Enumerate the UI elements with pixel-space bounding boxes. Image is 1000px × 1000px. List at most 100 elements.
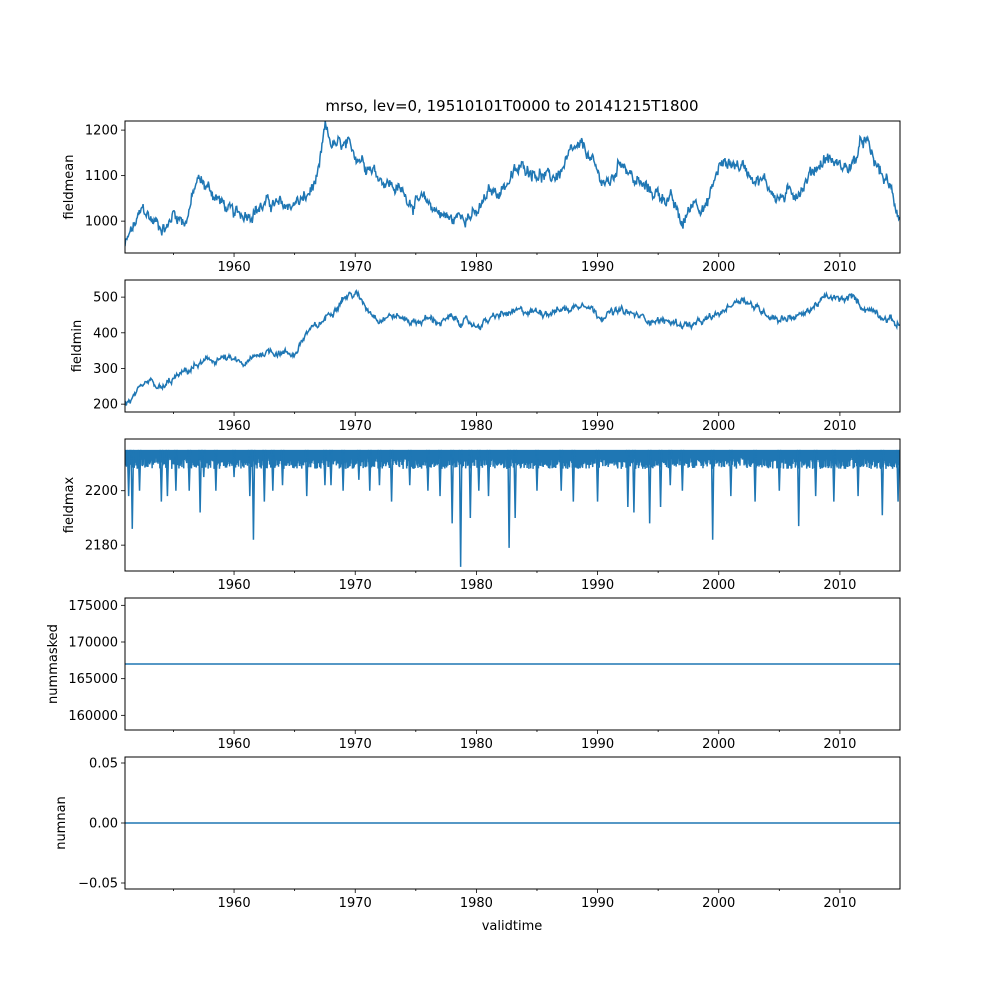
dip-spike <box>270 449 275 491</box>
dip-spike <box>753 449 758 502</box>
dip-spike <box>251 449 256 540</box>
x-tick-label: 1990 <box>581 419 614 434</box>
x-tick-label: 1970 <box>339 578 372 593</box>
dip-spike <box>831 449 836 502</box>
dip-spike <box>198 449 203 513</box>
dip-spike <box>187 449 192 491</box>
y-tick-label: 2180 <box>85 539 118 554</box>
subplot-fieldmin: 1960 1970 1980 1990 2000 2010 200 300 400 500 fiel… <box>70 279 901 434</box>
subplot-nummasked: 1960 1970 1980 1990 2000 2010 160000 165000 1700… <box>46 597 901 752</box>
subplot-fieldmax: 1960 1970 1980 1990 2000 2010 2180 2200 fieldmax <box>62 438 901 593</box>
x-tick-label: 2000 <box>702 419 735 434</box>
series-line-fieldmin <box>125 288 900 406</box>
dip-spike <box>680 449 685 491</box>
dip-spike <box>710 449 715 540</box>
axes-frame <box>124 597 901 731</box>
dip-spike <box>625 449 630 508</box>
dip-spike <box>262 449 267 502</box>
series-line-fieldmean <box>125 121 900 247</box>
dip-spike <box>571 449 576 502</box>
dip-spike <box>367 449 372 491</box>
y-tick-label: 2200 <box>85 484 118 499</box>
axes-frame <box>124 438 901 572</box>
dip-spike <box>329 449 333 486</box>
dip-spike <box>777 449 782 491</box>
y-tick-label: −0.05 <box>78 877 118 892</box>
x-tick-label: 1990 <box>581 578 614 593</box>
axes-frame <box>124 120 901 254</box>
y-tick-label: 165000 <box>68 672 118 687</box>
dip-spike <box>513 449 518 518</box>
dip-spike <box>407 449 412 486</box>
x-tick-label: 2010 <box>823 578 856 593</box>
x-tick-label: 1970 <box>339 419 372 434</box>
x-tick-label: 1980 <box>460 737 493 752</box>
dip-spike <box>813 449 818 497</box>
dip-spike <box>126 449 131 497</box>
x-tick-label: 1970 <box>339 260 372 275</box>
x-tick-label: 2010 <box>823 419 856 434</box>
subplot-fieldmean: 1960 1970 1980 1990 2000 2010 1000 1100 1200 fiel… <box>62 120 901 275</box>
y-tick-label: 170000 <box>68 636 118 651</box>
dip-spike <box>130 449 135 529</box>
x-tick-label: 1960 <box>218 578 251 593</box>
subplot-stack: 1960 1970 1980 1990 2000 2010 1000 1100 1200 fiel… <box>46 120 901 911</box>
x-tick-label: 1970 <box>339 896 372 911</box>
dip-spike <box>468 449 473 518</box>
dip-spike <box>559 449 564 491</box>
subplot-numnan: 1960 1970 1980 1990 2000 2010 −0.05 0.00 0.05 num… <box>54 756 901 911</box>
x-axis-label: validtime <box>482 919 543 934</box>
dip-spike <box>486 449 491 497</box>
dip-spike <box>356 449 361 480</box>
y-axis-label: fieldmax <box>62 477 77 534</box>
dip-spike <box>631 449 636 513</box>
dip-spike <box>213 449 218 491</box>
dip-spike <box>165 449 170 497</box>
dip-spike <box>137 449 142 491</box>
x-tick-label: 1980 <box>460 419 493 434</box>
dip-spike <box>173 449 178 491</box>
x-tick-label: 1960 <box>218 419 251 434</box>
y-tick-label: 200 <box>93 398 118 413</box>
y-axis-label: nummasked <box>46 624 61 704</box>
dip-spike <box>341 449 346 491</box>
x-tick-label: 1960 <box>218 737 251 752</box>
x-tick-label: 1980 <box>460 896 493 911</box>
y-tick-label: 400 <box>93 326 118 341</box>
y-axis-label: fieldmean <box>62 155 77 220</box>
x-tick-label: 2000 <box>702 896 735 911</box>
dip-spike <box>159 449 164 502</box>
y-tick-label: 0.05 <box>89 757 118 772</box>
dip-spike <box>450 449 455 524</box>
chart-title: mrso, lev=0, 19510101T0000 to 20141215T1… <box>325 97 698 115</box>
dip-spike <box>728 449 733 497</box>
dip-spike <box>377 449 382 486</box>
dip-spike <box>647 449 652 524</box>
y-axis-label: numnan <box>54 796 69 850</box>
y-axis-label: fieldmin <box>70 320 85 373</box>
y-tick-label: 300 <box>93 362 118 377</box>
y-tick-label: 160000 <box>68 709 118 724</box>
y-tick-label: 175000 <box>68 599 118 614</box>
x-tick-label: 1960 <box>218 260 251 275</box>
dip-spike <box>796 449 801 527</box>
y-tick-label: 1100 <box>85 169 118 184</box>
dip-spike <box>476 449 481 491</box>
dip-spike <box>232 449 236 478</box>
x-tick-label: 1960 <box>218 896 251 911</box>
x-tick-label: 1980 <box>460 260 493 275</box>
y-tick-label: 1200 <box>85 124 118 139</box>
x-tick-label: 2010 <box>823 260 856 275</box>
dip-spike <box>507 449 512 548</box>
dip-spikes <box>126 449 900 567</box>
dip-spike <box>668 449 673 486</box>
x-tick-label: 2000 <box>702 260 735 275</box>
dip-spike <box>595 449 600 502</box>
x-tick-label: 1970 <box>339 737 372 752</box>
y-tick-label: 500 <box>93 291 118 306</box>
dip-spike <box>658 449 663 508</box>
dip-spike <box>438 449 442 497</box>
x-tick-label: 1990 <box>581 260 614 275</box>
dip-spike <box>425 449 430 491</box>
